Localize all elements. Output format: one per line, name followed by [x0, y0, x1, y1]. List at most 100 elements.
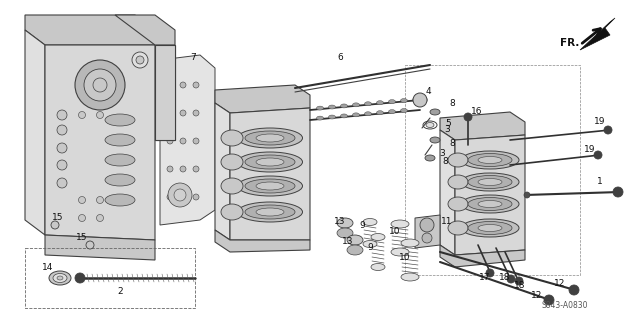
Circle shape	[86, 241, 94, 249]
Text: 17: 17	[479, 273, 491, 283]
Circle shape	[79, 197, 86, 204]
Ellipse shape	[340, 114, 348, 118]
Polygon shape	[115, 15, 175, 45]
Circle shape	[544, 295, 554, 305]
Ellipse shape	[328, 105, 335, 109]
Text: 16: 16	[471, 108, 483, 116]
Ellipse shape	[328, 115, 335, 119]
Text: 13: 13	[334, 218, 346, 226]
Ellipse shape	[256, 208, 284, 216]
Polygon shape	[45, 235, 155, 260]
Ellipse shape	[376, 111, 383, 115]
Ellipse shape	[371, 234, 385, 241]
Text: 10: 10	[399, 253, 411, 262]
Polygon shape	[155, 45, 175, 140]
Ellipse shape	[105, 194, 135, 206]
Circle shape	[75, 273, 85, 283]
Ellipse shape	[401, 273, 419, 281]
Text: 14: 14	[42, 263, 54, 272]
Circle shape	[422, 233, 432, 243]
Ellipse shape	[237, 152, 303, 172]
Ellipse shape	[468, 197, 512, 211]
Ellipse shape	[256, 158, 284, 166]
Ellipse shape	[245, 179, 295, 193]
Ellipse shape	[317, 106, 323, 110]
Text: 15: 15	[52, 213, 64, 222]
Polygon shape	[215, 103, 230, 240]
Polygon shape	[155, 45, 175, 140]
Text: 8: 8	[442, 158, 448, 167]
Text: 7: 7	[190, 54, 196, 63]
Ellipse shape	[353, 103, 360, 107]
Circle shape	[57, 160, 67, 170]
Ellipse shape	[478, 157, 502, 164]
Circle shape	[79, 112, 86, 118]
Circle shape	[524, 192, 530, 198]
Ellipse shape	[57, 276, 63, 280]
Circle shape	[167, 194, 173, 200]
Ellipse shape	[221, 130, 243, 146]
Ellipse shape	[371, 263, 385, 271]
Text: S843-A0830: S843-A0830	[541, 300, 588, 309]
Circle shape	[167, 166, 173, 172]
Ellipse shape	[448, 197, 468, 211]
Ellipse shape	[105, 154, 135, 166]
Ellipse shape	[245, 131, 295, 145]
Text: 19: 19	[584, 145, 596, 154]
Ellipse shape	[478, 225, 502, 232]
Ellipse shape	[461, 195, 519, 213]
Bar	[405, 65, 580, 275]
Ellipse shape	[425, 155, 435, 161]
Ellipse shape	[245, 205, 295, 219]
Text: 19: 19	[595, 117, 605, 127]
Circle shape	[193, 110, 199, 116]
Circle shape	[180, 110, 186, 116]
Circle shape	[167, 138, 173, 144]
Ellipse shape	[461, 219, 519, 237]
Circle shape	[193, 194, 199, 200]
Circle shape	[180, 138, 186, 144]
Circle shape	[79, 214, 86, 221]
Ellipse shape	[478, 179, 502, 186]
Ellipse shape	[245, 155, 295, 169]
Ellipse shape	[468, 153, 512, 167]
Text: 12: 12	[554, 278, 566, 287]
Polygon shape	[440, 130, 455, 255]
Ellipse shape	[337, 228, 353, 238]
Ellipse shape	[221, 178, 243, 194]
Ellipse shape	[49, 271, 71, 285]
Ellipse shape	[363, 219, 377, 226]
Text: 3: 3	[444, 125, 450, 135]
Ellipse shape	[448, 175, 468, 189]
Circle shape	[97, 214, 104, 221]
Ellipse shape	[376, 101, 383, 105]
Ellipse shape	[401, 239, 419, 247]
Circle shape	[57, 110, 67, 120]
Circle shape	[193, 166, 199, 172]
Ellipse shape	[468, 221, 512, 234]
Circle shape	[97, 112, 104, 118]
Polygon shape	[215, 85, 310, 113]
Ellipse shape	[388, 110, 396, 114]
Ellipse shape	[317, 116, 323, 120]
Polygon shape	[215, 230, 310, 252]
Circle shape	[57, 125, 67, 135]
Ellipse shape	[363, 241, 377, 248]
Text: 10: 10	[389, 227, 401, 236]
Ellipse shape	[365, 102, 371, 106]
Circle shape	[613, 187, 623, 197]
Ellipse shape	[426, 122, 434, 128]
Text: 8: 8	[449, 138, 455, 147]
Circle shape	[569, 285, 579, 295]
Ellipse shape	[430, 109, 440, 115]
Circle shape	[75, 60, 125, 110]
Ellipse shape	[221, 154, 243, 170]
Text: 2: 2	[117, 287, 123, 296]
Circle shape	[167, 110, 173, 116]
Text: 5: 5	[445, 120, 451, 129]
Circle shape	[180, 82, 186, 88]
Circle shape	[168, 183, 192, 207]
Text: 4: 4	[425, 87, 431, 97]
Circle shape	[180, 166, 186, 172]
Text: FR.: FR.	[560, 38, 580, 48]
